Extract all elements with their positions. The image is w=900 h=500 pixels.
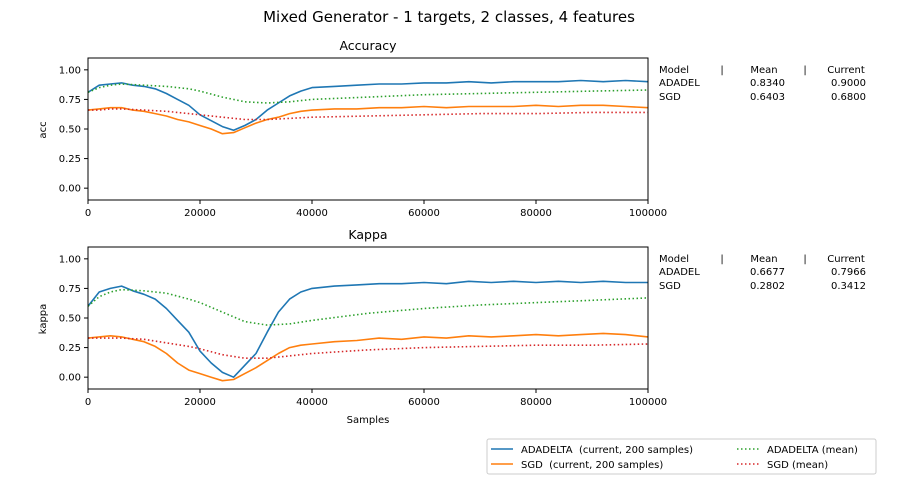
table-header-mean: Mean: [750, 254, 777, 265]
accuracy-series-sgd-mean: [88, 108, 648, 121]
kappa-x-tick-label: 60000: [408, 397, 440, 408]
accuracy-series-sgd-current-200-samples: [88, 104, 648, 135]
table-cell-model: SGD: [659, 92, 681, 103]
kappa-series-adadelta-mean: [88, 288, 648, 326]
accuracy-x-tick-label: 100000: [629, 208, 667, 219]
kappa-plot-area: 0 20000 40000 60000 80000 100000 0.00 0.25 0.50 0…: [59, 246, 667, 408]
table-header-current: Current: [827, 254, 865, 265]
table-cell-mean: 0.8340: [750, 78, 785, 89]
table-cell-mean: 0.6403: [750, 92, 785, 103]
kappa-series-sgd-mean: [88, 337, 648, 360]
table-header-separator: |: [720, 65, 723, 76]
table-header-separator: |: [803, 65, 806, 76]
table-cell-current: 0.9000: [831, 78, 866, 89]
table-cell-model: ADADEL: [659, 78, 700, 89]
kappa-x-tick-label: 100000: [629, 397, 667, 408]
table-cell-current: 0.7966: [831, 267, 866, 278]
kappa-series-adadelta-current-200-samples: [88, 280, 648, 379]
accuracy-series-adadelta-mean: [88, 83, 648, 104]
table-header-mean: Mean: [750, 65, 777, 76]
table-cell-current: 0.6800: [831, 92, 866, 103]
accuracy-series-adadelta-current-200-samples: [88, 79, 648, 131]
accuracy-x-tick-label: 40000: [296, 208, 328, 219]
kappa-y-tick-label: 0.75: [59, 284, 81, 295]
table-header-model: Model: [659, 65, 689, 76]
accuracy-y-tick-label: 0.00: [59, 184, 81, 195]
table-header-model: Model: [659, 254, 689, 265]
legend-label-sgd-current: SGD (current, 200 samples): [521, 460, 663, 471]
accuracy-x-tick-label: 60000: [408, 208, 440, 219]
kappa-x-tick-label: 20000: [184, 397, 216, 408]
table-cell-mean: 0.2802: [750, 281, 785, 292]
table-header-current: Current: [827, 65, 865, 76]
accuracy-x-tick-label: 20000: [184, 208, 216, 219]
kappa-y-tick-label: 0.00: [59, 373, 81, 384]
figure-title: Mixed Generator - 1 targets, 2 classes, …: [263, 8, 635, 26]
kappa-chart: Kappa kappa Samples 0 20000 40000 60000 8000…: [38, 227, 667, 426]
legend: ADADELTA (current, 200 samples) SGD (cur…: [486, 438, 877, 475]
table-cell-mean: 0.6677: [750, 267, 785, 278]
kappa-x-tick-label: 40000: [296, 397, 328, 408]
table-header-separator: |: [720, 254, 723, 265]
kappa-series-sgd-current-200-samples: [88, 332, 648, 382]
legend-frame: [486, 438, 877, 475]
accuracy-series-group: [88, 79, 648, 135]
accuracy-chart: Accuracy acc 0 20000 40000 60000 80000 100000…: [38, 38, 667, 219]
kappa-y-tick-label: 0.25: [59, 343, 81, 354]
accuracy-x-tick-label: 0: [85, 208, 91, 219]
kappa-axes-frame: [87, 246, 649, 390]
kappa-chart-title: Kappa: [348, 227, 387, 242]
kappa-y-axis-label: kappa: [38, 304, 49, 335]
kappa-x-axis-label: Samples: [347, 415, 390, 426]
legend-label-sgd-mean: SGD (mean): [767, 460, 828, 471]
kappa-x-tick-label: 80000: [520, 397, 552, 408]
kappa-y-tick-label: 1.00: [59, 254, 81, 265]
kappa-series-group: [88, 280, 648, 382]
accuracy-y-tick-label: 0.75: [59, 95, 81, 106]
accuracy-y-axis-label: acc: [38, 121, 49, 138]
accuracy-stats-table: Model | Mean | Current ADADEL 0.8340 0.9…: [659, 65, 866, 103]
accuracy-y-tick-label: 0.50: [59, 125, 81, 136]
kappa-x-tick-label: 0: [85, 397, 91, 408]
table-cell-model: ADADEL: [659, 267, 700, 278]
legend-label-adadelta-mean: ADADELTA (mean): [767, 445, 858, 456]
kappa-y-tick-label: 0.50: [59, 314, 81, 325]
table-cell-model: SGD: [659, 281, 681, 292]
legend-label-adadelta-current: ADADELTA (current, 200 samples): [521, 445, 693, 456]
accuracy-y-tick-label: 1.00: [59, 65, 81, 76]
accuracy-chart-title: Accuracy: [339, 38, 397, 53]
table-header-separator: |: [803, 254, 806, 265]
accuracy-axes-frame: [87, 57, 649, 201]
accuracy-x-tick-label: 80000: [520, 208, 552, 219]
accuracy-y-tick-label: 0.25: [59, 154, 81, 165]
table-cell-current: 0.3412: [831, 281, 866, 292]
kappa-stats-table: Model | Mean | Current ADADEL 0.6677 0.7…: [659, 254, 866, 292]
accuracy-plot-area: 0 20000 40000 60000 80000 100000 0.00 0.25 0.50 0…: [59, 57, 667, 219]
